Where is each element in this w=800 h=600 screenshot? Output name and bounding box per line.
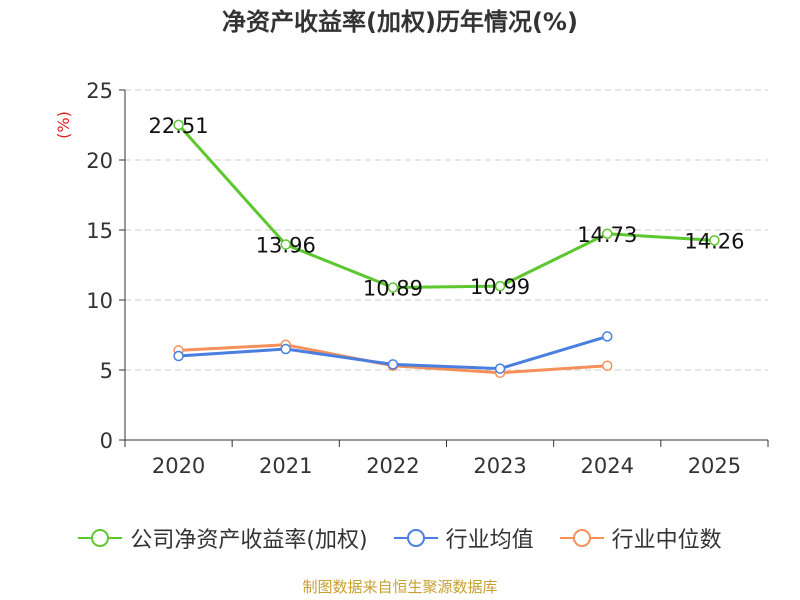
series-line-0 xyxy=(177,123,716,290)
series-0-point-2025 xyxy=(709,235,720,246)
x-tick-label-2021: 2021 xyxy=(259,454,312,478)
data-label-2021: 13.96 xyxy=(256,234,316,258)
y-tick-label-15: 15 xyxy=(86,219,113,243)
legend-item-industry-avg[interactable]: 行业均值 xyxy=(393,522,534,554)
data-label-2022: 10.89 xyxy=(363,277,423,301)
legend-label-industry-median: 行业中位数 xyxy=(611,528,722,553)
chart-legend: 公司净资产收益率(加权) 行业均值 行业中位数 xyxy=(0,518,800,558)
legend-marker-industry-median xyxy=(559,529,604,547)
data-label-2024: 14.73 xyxy=(577,223,637,247)
series-1-point-2023 xyxy=(494,363,506,374)
series-0-point-2024 xyxy=(602,228,613,240)
legend-label-company: 公司净资产收益率(加权) xyxy=(130,528,368,553)
y-tick-label-25: 25 xyxy=(86,79,113,103)
series-2-point-2024 xyxy=(602,360,613,372)
data-label-2023: 10.99 xyxy=(470,275,530,299)
x-tick-label-2025: 2025 xyxy=(688,454,741,478)
legend-marker-company xyxy=(78,529,123,547)
y-tick-label-10: 10 xyxy=(86,289,113,313)
chart-title: 净资产收益率(加权)历年情况(%) xyxy=(222,8,578,36)
y-tick-label-5: 5 xyxy=(100,359,113,383)
y-tick-label-20: 20 xyxy=(86,149,113,173)
legend-label-industry-avg: 行业均值 xyxy=(445,528,534,553)
x-tick-label-2020: 2020 xyxy=(152,454,205,478)
data-label-2025: 14.26 xyxy=(684,229,744,253)
data-source-footer: 制图数据来自恒生聚源数据库 xyxy=(302,578,498,596)
series-0-point-2021 xyxy=(280,239,291,250)
series-0-point-2020 xyxy=(173,119,184,131)
series-1-point-2024 xyxy=(602,331,613,342)
y-axis-unit-label: (%) xyxy=(54,111,73,139)
x-tick-label-2022: 2022 xyxy=(366,454,419,478)
x-tick-label-2023: 2023 xyxy=(473,454,526,478)
series-0-point-2022 xyxy=(387,282,399,293)
series-1-point-2022 xyxy=(387,359,399,370)
series-1-point-2021 xyxy=(280,343,291,355)
x-tick-label-2024: 2024 xyxy=(581,454,634,478)
legend-marker-industry-avg xyxy=(393,529,438,547)
legend-item-company[interactable]: 公司净资产收益率(加权) xyxy=(78,522,368,554)
legend-item-industry-median[interactable]: 行业中位数 xyxy=(559,522,722,554)
series-1-point-2020 xyxy=(173,350,184,362)
series-0-point-2023 xyxy=(494,280,506,292)
y-tick-label-0: 0 xyxy=(100,429,113,453)
data-label-2020: 22.51 xyxy=(149,114,209,138)
